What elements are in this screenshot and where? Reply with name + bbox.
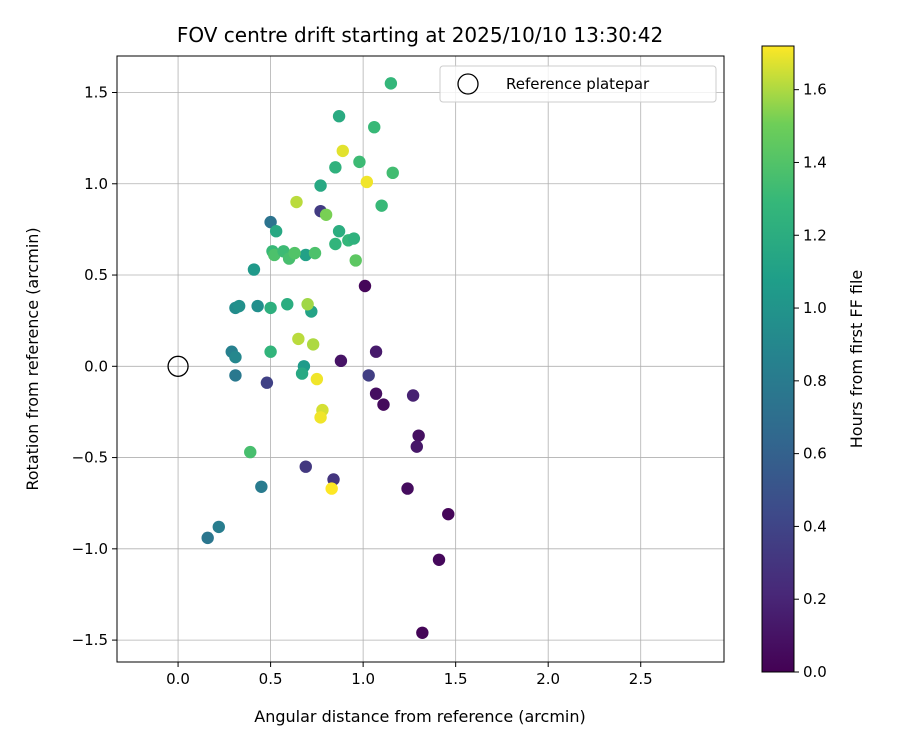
legend-marker-icon <box>457 73 479 95</box>
y-tick-label: 1.5 <box>84 84 108 102</box>
data-point <box>358 279 372 293</box>
data-point <box>332 110 346 123</box>
data-point <box>325 482 338 495</box>
legend: Reference platepar <box>439 65 717 103</box>
y-tick-label: −1.0 <box>72 540 108 558</box>
data-point <box>329 161 342 174</box>
data-point <box>301 298 314 311</box>
data-point <box>264 215 277 229</box>
y-tick-label: −1.5 <box>72 631 108 649</box>
colorbar-tick-label: 0.6 <box>803 445 827 463</box>
legend-label: Reference platepar <box>506 75 650 93</box>
data-point <box>360 175 374 189</box>
data-point <box>290 195 303 209</box>
x-axis-ticks: 0.0 0.5 1.0 1.5 2.0 2.5 <box>166 662 653 688</box>
y-axis-ticks: −1.5 −1.0 −0.5 0.0 0.5 1.0 1.5 <box>72 84 117 649</box>
data-point <box>319 208 333 222</box>
x-tick-label: 0.5 <box>259 670 283 688</box>
colorbar-tick-label: 1.6 <box>803 81 827 99</box>
data-point <box>229 350 242 364</box>
colorbar-tick-label: 0.4 <box>803 517 827 535</box>
data-point <box>334 354 348 368</box>
colorbar-label: Hours from first FF file <box>847 270 866 449</box>
data-point <box>306 338 320 351</box>
data-point <box>384 77 398 90</box>
x-tick-label: 2.0 <box>536 670 560 688</box>
data-point <box>412 429 425 442</box>
data-point <box>260 376 274 389</box>
y-tick-label: 0.0 <box>84 357 108 375</box>
y-axis-label: Rotation from reference (arcmin) <box>23 227 42 490</box>
data-point <box>201 531 214 545</box>
data-point <box>229 369 242 382</box>
colorbar-tick-label: 1.2 <box>803 226 827 244</box>
data-point <box>212 520 225 534</box>
data-point <box>347 232 361 245</box>
legend-box <box>439 65 717 103</box>
data-point <box>432 553 446 566</box>
data-point <box>310 372 324 386</box>
colorbar-tick-label: 1.0 <box>803 299 827 317</box>
colorbar-ticks: 0.0 0.2 0.4 0.6 0.8 1.0 1.2 1.4 1.6 <box>794 81 827 681</box>
data-point <box>406 389 420 402</box>
colorbar-gradient <box>761 45 795 673</box>
data-point <box>314 179 327 192</box>
data-point <box>329 237 342 251</box>
data-point <box>332 225 346 238</box>
data-point <box>442 507 455 521</box>
data-point <box>299 248 312 262</box>
data-point <box>401 482 414 495</box>
data-point <box>269 225 283 238</box>
data-point <box>349 254 362 267</box>
data-point <box>308 246 322 260</box>
data-point <box>292 332 305 346</box>
data-point <box>410 440 423 453</box>
grid <box>117 56 724 662</box>
reference-marker-layer <box>167 355 189 377</box>
data-point <box>264 301 277 315</box>
y-tick-label: 1.0 <box>84 175 108 193</box>
x-tick-label: 1.5 <box>444 670 468 688</box>
data-point <box>368 120 381 134</box>
data-point <box>336 144 349 158</box>
colorbar-tick-label: 0.2 <box>803 590 827 608</box>
data-point <box>362 369 375 382</box>
data-point <box>281 298 294 311</box>
colorbar-tick-label: 1.4 <box>803 153 827 171</box>
colorbar-tick-label: 0.8 <box>803 372 827 390</box>
y-tick-label: −0.5 <box>72 449 108 467</box>
colorbar-tick-label: 0.0 <box>803 663 827 681</box>
data-point <box>255 480 268 493</box>
colorbar: 0.0 0.2 0.4 0.6 0.8 1.0 1.2 1.4 1.6 Hours from f… <box>761 45 866 681</box>
data-point <box>264 345 277 358</box>
data-point <box>232 299 246 313</box>
x-tick-label: 2.5 <box>629 670 653 688</box>
data-point <box>288 246 301 260</box>
data-point <box>369 387 383 400</box>
data-point <box>295 367 309 380</box>
data-point <box>251 299 264 313</box>
data-point <box>244 445 257 459</box>
y-tick-label: 0.5 <box>84 266 108 284</box>
data-points <box>201 77 455 639</box>
x-tick-label: 1.0 <box>351 670 375 688</box>
data-point <box>247 263 261 276</box>
data-point <box>375 199 388 212</box>
x-tick-label: 0.0 <box>166 670 190 688</box>
chart-title: FOV centre drift starting at 2025/10/10 … <box>177 23 663 47</box>
x-axis-label: Angular distance from reference (arcmin) <box>254 707 585 726</box>
data-point <box>377 398 390 411</box>
data-point <box>416 626 429 639</box>
data-point <box>369 345 383 358</box>
data-point <box>314 411 327 424</box>
reference-platepar-marker <box>167 355 189 377</box>
data-point <box>386 166 399 180</box>
data-point <box>299 460 312 473</box>
plot-frame <box>116 55 725 663</box>
data-point <box>353 155 366 169</box>
